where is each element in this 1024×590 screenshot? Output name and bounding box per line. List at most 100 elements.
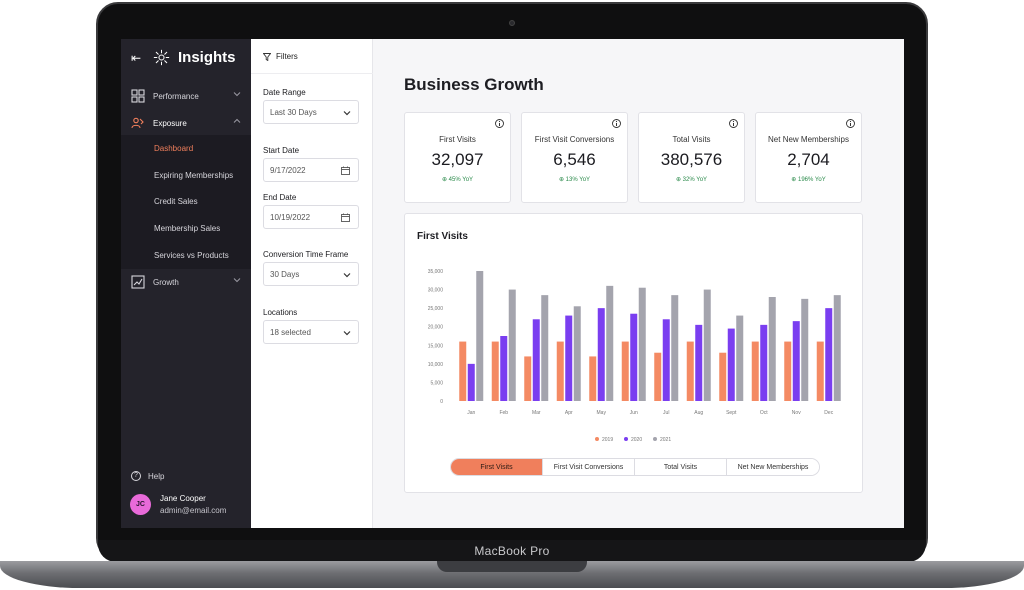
info-icon[interactable] — [729, 119, 738, 128]
legend-label: 2021 — [660, 437, 671, 443]
chart-title: First Visits — [417, 231, 468, 242]
start-date-value: 9/17/2022 — [270, 165, 306, 175]
kpi-trend: ⊕ 196% YoY — [791, 177, 826, 183]
locations-value: 18 selected — [270, 327, 311, 337]
kpi-trend: ⊕ 45% YoY — [441, 177, 474, 183]
bar — [768, 297, 776, 401]
chevron-down-icon — [343, 331, 351, 336]
conversion-time-frame-value: 30 Days — [270, 269, 300, 279]
tab-first-visit-conversions[interactable]: First Visit Conversions — [543, 459, 635, 475]
x-tick-label: Jan — [467, 410, 475, 416]
legend-marker — [624, 437, 628, 441]
x-tick-label: Sept — [726, 410, 737, 416]
locations-select[interactable]: 18 selected — [263, 320, 359, 344]
kpi-label: First Visits — [439, 135, 476, 144]
sidebar-subitem-services-vs-products[interactable]: Services vs Products — [154, 251, 229, 260]
bar — [565, 315, 573, 401]
help-link[interactable]: ? Help — [131, 471, 164, 481]
x-tick-label: May — [597, 410, 607, 416]
grid-icon — [131, 89, 145, 103]
tab-net-new-memberships[interactable]: Net New Memberships — [727, 459, 819, 475]
bar — [621, 341, 629, 401]
filters-header: Filters — [263, 52, 298, 61]
start-date-field[interactable]: 9/17/2022 — [263, 158, 359, 182]
bar — [573, 306, 581, 401]
x-tick-label: Feb — [499, 410, 508, 416]
bar — [662, 319, 670, 401]
trend-up-icon: ⊕ — [558, 177, 566, 183]
sidebar-item-growth[interactable]: Growth — [131, 273, 243, 291]
info-icon[interactable] — [846, 119, 855, 128]
x-tick-label: Apr — [565, 410, 573, 416]
kpi-value: 32,097 — [431, 150, 484, 169]
user-email: admin@email.com — [160, 506, 227, 515]
kpi-card-net-new-memberships: Net New Memberships 2,704 ⊕ 196% YoY — [755, 112, 862, 203]
legend-marker — [653, 437, 657, 441]
people-icon — [131, 117, 144, 129]
tab-total-visits[interactable]: Total Visits — [635, 459, 727, 475]
date-range-select[interactable]: Last 30 Days — [263, 100, 359, 124]
bar — [541, 295, 549, 401]
info-icon[interactable] — [495, 119, 504, 128]
date-range-label: Date Range — [263, 88, 306, 97]
tab-first-visits[interactable]: First Visits — [451, 459, 543, 475]
x-tick-label: Oct — [760, 410, 768, 416]
bar — [589, 356, 597, 401]
sidebar-item-exposure[interactable]: Exposure — [131, 114, 243, 132]
sidebar-subitem-expiring-memberships[interactable]: Expiring Memberships — [154, 171, 234, 180]
bar — [784, 341, 792, 401]
y-tick-label: 0 — [440, 399, 443, 405]
kpi-label: First Visit Conversions — [534, 135, 615, 144]
user-profile[interactable]: JC Jane Cooper admin@email.com — [130, 494, 226, 515]
x-tick-label: Aug — [694, 410, 703, 416]
info-icon[interactable] — [612, 119, 621, 128]
chart-card: First Visits 0 5,000 10,000 15,000 20,000 25,… — [404, 213, 863, 493]
bar — [792, 321, 800, 401]
bar — [491, 341, 499, 401]
y-tick-label: 5,000 — [430, 380, 443, 386]
bar-chart: 0 5,000 10,000 15,000 20,000 25,000 30,000 35,0… — [428, 269, 841, 443]
laptop-notch — [437, 561, 587, 572]
divider — [251, 73, 373, 74]
end-date-field[interactable]: 10/19/2022 — [263, 205, 359, 229]
y-tick-label: 10,000 — [428, 362, 444, 368]
y-tick-label: 15,000 — [428, 343, 444, 349]
chart-icon — [131, 275, 145, 289]
bar — [524, 356, 532, 401]
laptop-chin — [98, 540, 926, 562]
bar — [597, 308, 605, 401]
x-tick-label: Nov — [792, 410, 801, 416]
kpi-value: 6,546 — [553, 150, 596, 169]
bar — [751, 341, 759, 401]
bar — [500, 336, 508, 401]
conversion-time-frame-select[interactable]: 30 Days — [263, 262, 359, 286]
sidebar-subitem-credit-sales[interactable]: Credit Sales — [154, 197, 198, 206]
y-tick-label: 35,000 — [428, 269, 444, 275]
filters-panel: Filters Date Range Last 30 Days Start Da… — [251, 39, 373, 528]
avatar: JC — [130, 494, 151, 515]
calendar-icon — [341, 213, 350, 222]
end-date-label: End Date — [263, 193, 297, 202]
sidebar-subitem-membership-sales[interactable]: Membership Sales — [154, 224, 221, 233]
help-icon: ? — [131, 471, 141, 481]
locations-label: Locations — [263, 308, 298, 317]
kpi-card-first-visits: First Visits 32,097 ⊕ 45% YoY — [404, 112, 511, 203]
legend-label: 2020 — [631, 437, 642, 443]
bar — [736, 315, 744, 401]
kpi-value: 380,576 — [660, 150, 723, 169]
legend-label: 2019 — [602, 437, 613, 443]
start-date-label: Start Date — [263, 146, 300, 155]
kpi-card-total-visits: Total Visits 380,576 ⊕ 32% YoY — [638, 112, 745, 203]
kpi-label: Net New Memberships — [768, 135, 849, 144]
sidebar-submenu-background — [121, 135, 251, 269]
camera-icon — [509, 20, 515, 26]
calendar-icon — [341, 166, 350, 175]
sidebar-subitem-dashboard[interactable]: Dashboard — [154, 144, 194, 153]
app-title: Insights — [178, 49, 236, 66]
bar — [556, 341, 564, 401]
collapse-menu-icon[interactable]: ⇤ — [131, 50, 142, 65]
x-tick-label: Jun — [630, 410, 638, 416]
bar — [671, 295, 679, 401]
sidebar-item-performance[interactable]: Performance — [131, 87, 243, 105]
user-name: Jane Cooper — [160, 494, 206, 503]
